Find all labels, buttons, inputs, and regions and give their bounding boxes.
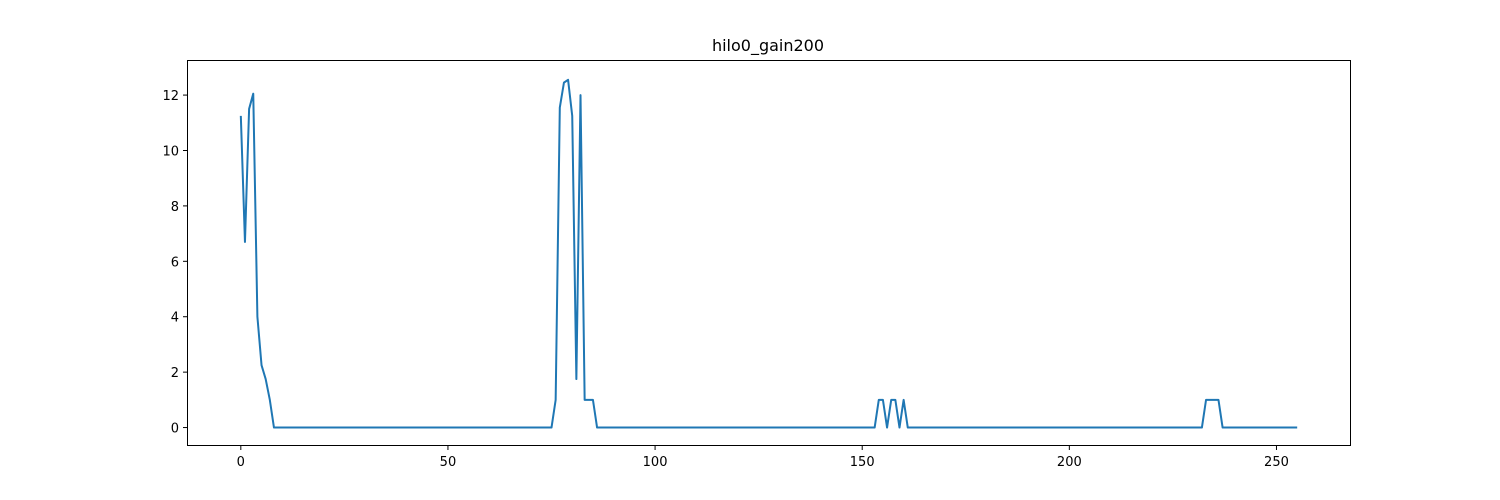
x-tick-label: 100 — [643, 455, 668, 470]
x-axis: 0 50 100 150 200 250 — [237, 445, 1289, 470]
y-tick-label: 4 — [171, 311, 179, 326]
series-line — [239, 78, 1298, 429]
x-tick-label: 150 — [850, 455, 875, 470]
x-tick-label: 0 — [237, 455, 245, 470]
chart-title: hilo0_gain200 — [712, 36, 824, 56]
x-tick-label: 200 — [1057, 455, 1082, 470]
y-tick-label: 8 — [171, 200, 179, 215]
y-tick-label: 10 — [162, 144, 179, 159]
y-tick-label: 2 — [171, 366, 179, 381]
y-tick-label: 0 — [171, 422, 179, 437]
x-tick-label: 50 — [440, 455, 457, 470]
series-layer — [239, 78, 1298, 429]
y-axis: 0 2 4 6 8 10 12 — [162, 89, 188, 437]
y-tick-label: 6 — [171, 255, 179, 270]
axes-frame — [187, 60, 1351, 446]
x-tick-label: 250 — [1264, 455, 1289, 470]
y-tick-label: 12 — [162, 89, 179, 104]
